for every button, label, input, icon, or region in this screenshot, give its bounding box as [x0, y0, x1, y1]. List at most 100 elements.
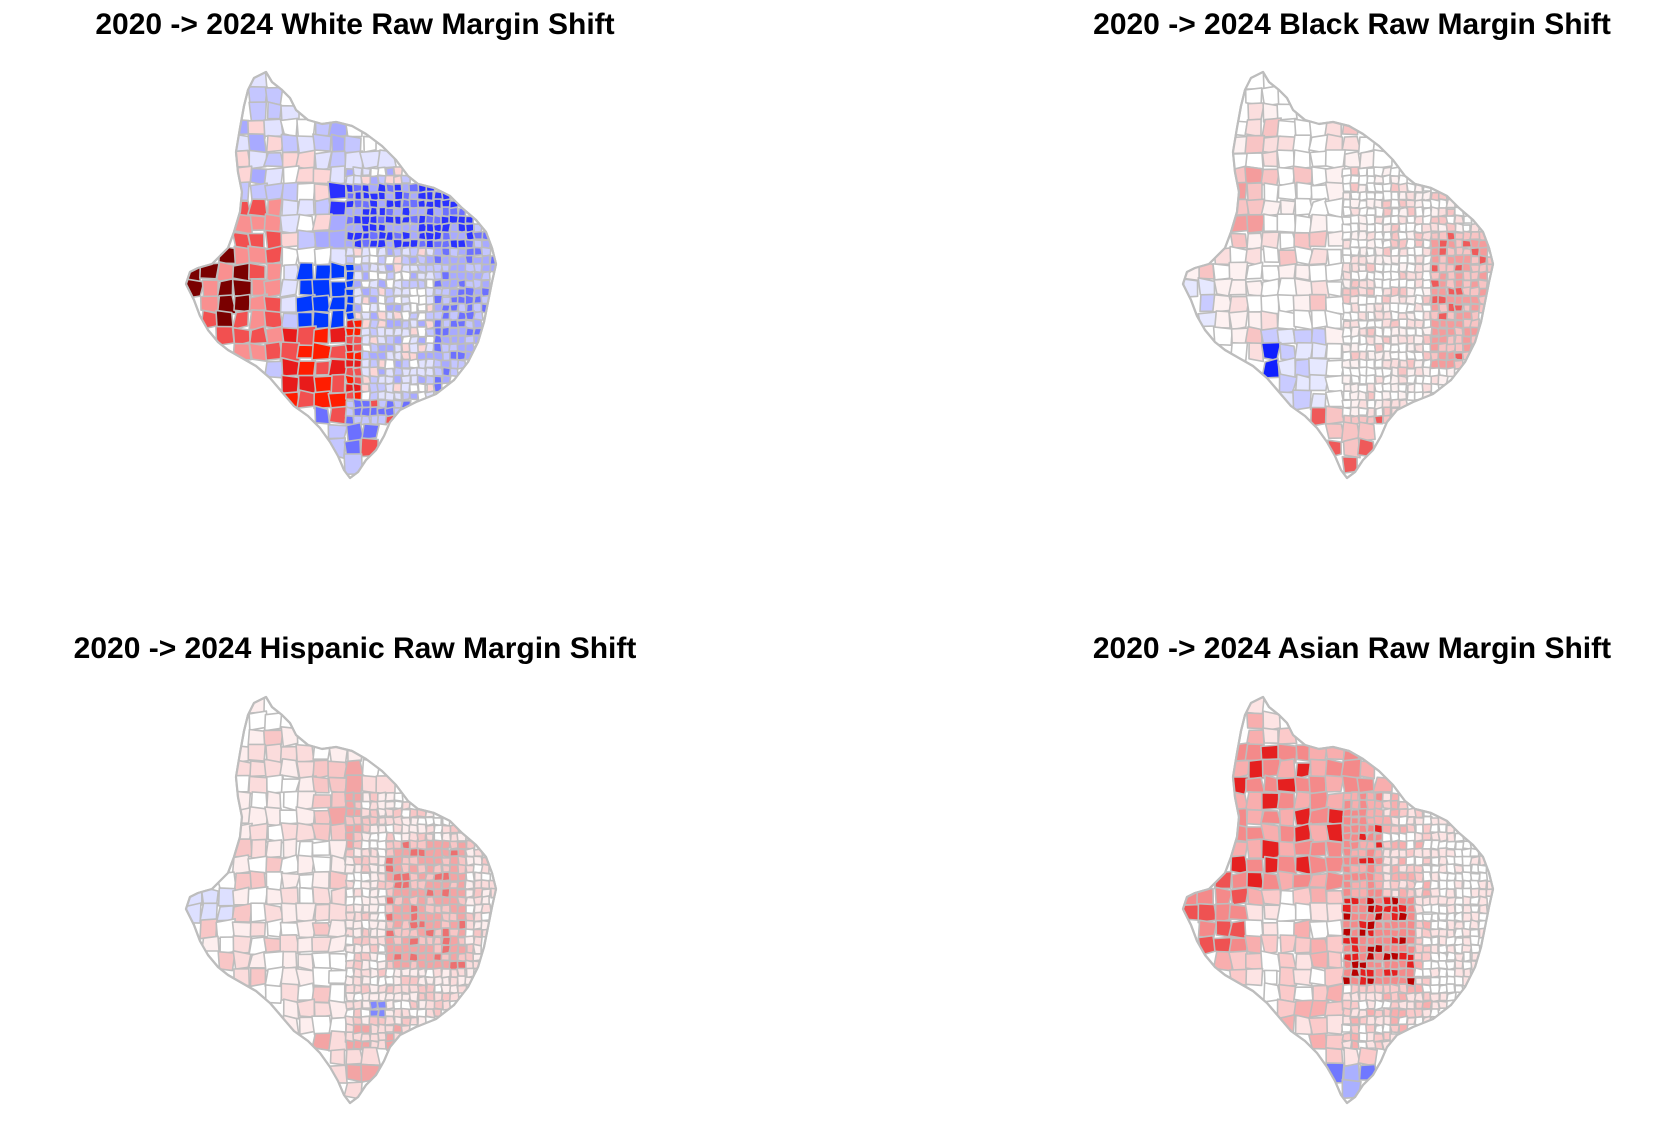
precinct-polygon — [393, 944, 404, 955]
precinct-polygon — [376, 149, 397, 169]
precinct-polygon — [298, 886, 315, 906]
precinct-polygon — [369, 1008, 380, 1018]
precinct-polygon — [1260, 310, 1279, 331]
precinct-polygon — [1341, 1023, 1353, 1033]
precinct-polygon — [1342, 943, 1353, 953]
precinct-polygon — [1462, 951, 1472, 963]
precinct-polygon — [328, 325, 348, 344]
precinct-polygon — [441, 975, 451, 986]
precinct-polygon — [376, 807, 387, 818]
precinct-polygon — [233, 245, 251, 266]
precinct-polygon — [360, 254, 371, 264]
precinct-polygon — [1324, 309, 1342, 330]
precinct-polygon — [1342, 856, 1352, 867]
precinct-polygon — [1228, 279, 1248, 296]
precinct-polygon — [1430, 1000, 1441, 1011]
precinct-polygon — [1373, 1033, 1385, 1043]
precinct-polygon — [1341, 374, 1352, 385]
precinct-polygon — [1292, 149, 1311, 170]
precinct-polygon — [1308, 230, 1328, 248]
precinct-polygon — [376, 367, 387, 376]
precinct-polygon — [1262, 245, 1280, 263]
precinct-polygon — [1263, 969, 1278, 985]
precinct-polygon — [425, 303, 434, 314]
precinct-polygon — [377, 166, 387, 177]
precinct-polygon — [296, 998, 316, 1018]
precinct-polygon — [1276, 119, 1297, 139]
precinct-polygon — [440, 904, 451, 914]
precinct-polygon — [368, 214, 379, 225]
precinct-polygon — [344, 774, 365, 795]
precinct-polygon — [311, 775, 330, 794]
precinct-polygon — [1359, 760, 1376, 780]
precinct-polygon — [450, 334, 459, 345]
precinct-polygon — [1260, 950, 1282, 972]
precinct-polygon — [448, 327, 460, 337]
precinct-polygon — [464, 334, 475, 344]
precinct-polygon — [1438, 254, 1448, 265]
precinct-polygon — [217, 887, 237, 907]
precinct-polygon — [1342, 206, 1353, 217]
precinct-polygon — [1373, 414, 1384, 425]
precinct-polygon — [1324, 261, 1345, 283]
precinct-polygon — [448, 255, 460, 265]
precinct-polygon — [1373, 799, 1384, 811]
precinct-polygon — [1324, 792, 1345, 812]
precinct-polygon — [1446, 832, 1456, 843]
precinct-polygon — [1260, 934, 1279, 955]
county-border — [1181, 70, 1495, 480]
precinct-polygon — [1212, 326, 1234, 346]
precinct-polygon — [231, 309, 250, 331]
precinct-polygon — [1438, 271, 1448, 282]
precinct-polygon — [329, 309, 345, 330]
precinct-polygon — [433, 943, 443, 955]
precinct-polygon — [1469, 935, 1480, 946]
precinct-polygon — [368, 863, 379, 874]
precinct-polygon — [401, 319, 410, 330]
precinct-polygon — [1325, 280, 1343, 298]
precinct-polygon — [343, 759, 365, 778]
precinct-polygon — [1357, 407, 1369, 417]
precinct-polygon — [1277, 181, 1297, 201]
precinct-polygon — [456, 879, 466, 890]
precinct-polygon — [1294, 341, 1314, 360]
precinct-polygon — [1341, 278, 1352, 290]
precinct-polygon — [1405, 855, 1416, 866]
precinct-polygon — [1308, 247, 1329, 266]
precinct-polygon — [432, 895, 444, 906]
precinct-polygon — [1260, 809, 1282, 825]
precinct-polygon — [384, 327, 395, 337]
precinct-polygon — [296, 198, 315, 217]
precinct-polygon — [329, 1048, 346, 1066]
precinct-polygon — [1366, 407, 1376, 418]
precinct-polygon — [1390, 326, 1400, 337]
precinct-polygon — [1278, 807, 1296, 827]
precinct-polygon — [1197, 919, 1218, 939]
precinct-polygon — [1308, 1016, 1329, 1036]
precinct-polygon — [1357, 311, 1367, 322]
precinct-polygon — [1373, 871, 1385, 883]
precinct-polygon — [385, 246, 395, 257]
precinct-polygon — [295, 213, 315, 233]
precinct-polygon — [353, 792, 363, 803]
precinct-polygon — [425, 190, 434, 202]
precinct-polygon — [408, 945, 420, 954]
precinct-polygon — [368, 832, 380, 842]
precinct-polygon — [1292, 968, 1313, 987]
precinct-polygon — [328, 983, 346, 1003]
precinct-polygon — [1350, 799, 1361, 811]
choropleth-map-hispanic — [184, 695, 498, 1105]
precinct-polygon — [295, 806, 316, 826]
precinct-polygon — [1325, 982, 1344, 1004]
precinct-polygon — [233, 293, 252, 313]
precinct-polygon — [432, 358, 443, 368]
precinct-polygon — [1357, 286, 1368, 296]
precinct-polygon — [311, 278, 332, 299]
precinct-polygon — [432, 936, 442, 946]
precinct-polygon — [311, 1015, 333, 1036]
precinct-polygon — [265, 134, 285, 153]
precinct-polygon — [1422, 857, 1432, 865]
precinct-polygon — [266, 101, 283, 120]
precinct-polygon — [417, 984, 428, 995]
precinct-layer — [186, 697, 496, 1100]
